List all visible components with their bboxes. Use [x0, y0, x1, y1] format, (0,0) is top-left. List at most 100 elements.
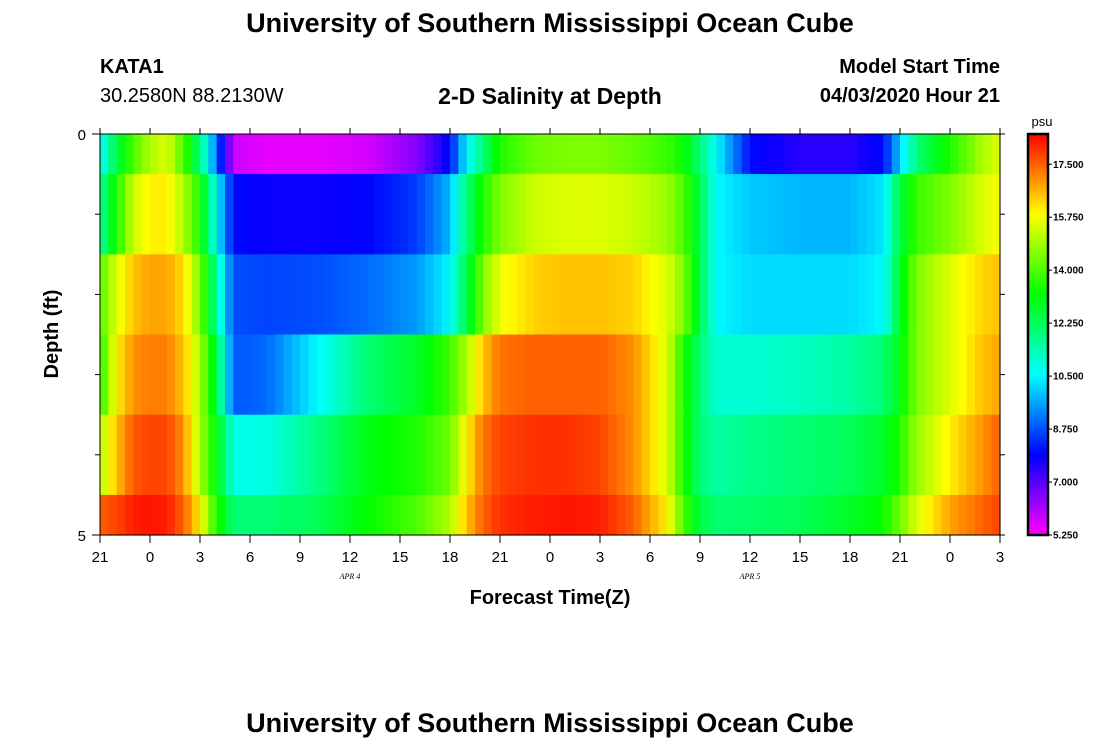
heatmap-cell: [158, 174, 168, 255]
x-tick-label: 21: [92, 549, 109, 566]
heatmap-cell: [275, 134, 284, 175]
heatmap-cell: [950, 134, 959, 175]
heatmap-cell: [966, 254, 976, 336]
heatmap-cell: [883, 174, 893, 255]
heatmap-cell: [625, 334, 634, 416]
heatmap-cell: [383, 174, 393, 255]
heatmap-cell: [216, 334, 226, 416]
colorbar-segment: [1028, 397, 1048, 402]
colorbar-segment: [1028, 250, 1048, 255]
heatmap-cell: [233, 414, 243, 496]
heatmap-cell: [516, 494, 526, 536]
colorbar-segment: [1028, 501, 1048, 506]
heatmap-cell: [966, 414, 976, 496]
heatmap-cell: [775, 174, 784, 255]
heatmap-cell: [716, 254, 726, 336]
heatmap-cell: [758, 494, 768, 536]
heatmap-cell: [900, 334, 909, 416]
heatmap-cell: [883, 414, 893, 496]
colorbar-segment: [1028, 371, 1048, 376]
heatmap-cell: [350, 254, 359, 336]
heatmap-cell: [375, 174, 384, 255]
heatmap-cell: [508, 174, 518, 255]
heatmap-cell: [558, 134, 568, 175]
colorbar-segment: [1028, 147, 1048, 152]
heatmap-cell: [475, 174, 484, 255]
colorbar-segment: [1028, 524, 1048, 529]
heatmap-cell: [266, 414, 276, 496]
heatmap-cell: [691, 174, 701, 255]
heatmap-cell: [916, 174, 926, 255]
heatmap-cell: [541, 134, 551, 175]
heatmap-cell: [591, 334, 601, 416]
heatmap-cell: [625, 174, 634, 255]
heatmap-cell: [725, 494, 734, 536]
colorbar-segment: [1028, 230, 1048, 235]
heatmap-cell: [716, 414, 726, 496]
heatmap-cell: [383, 254, 393, 336]
heatmap-cell: [516, 334, 526, 416]
heatmap-cell: [508, 494, 518, 536]
heatmap-cell: [525, 134, 534, 175]
heatmap-cell: [791, 134, 801, 175]
colorbar-segment: [1028, 187, 1048, 192]
colorbar-segment: [1028, 271, 1048, 275]
heatmap-cell: [300, 414, 309, 496]
heatmap-cell: [141, 134, 151, 175]
colorbar-segment: [1028, 494, 1048, 499]
heatmap-cell: [166, 494, 176, 536]
colorbar-segment: [1028, 177, 1048, 182]
heatmap-cell: [800, 414, 809, 496]
heatmap-cell: [725, 134, 734, 175]
heatmap-cell: [250, 334, 259, 416]
heatmap-cell: [475, 334, 484, 416]
heatmap-cell: [708, 174, 718, 255]
heatmap-cell: [816, 134, 826, 175]
heatmap-cell: [833, 494, 843, 536]
heatmap-cell: [266, 334, 276, 416]
heatmap-cell: [766, 414, 776, 496]
heatmap-cell: [316, 334, 326, 416]
heatmap-cell: [608, 414, 618, 496]
station-coordinates: 30.2580N 88.2130W: [100, 85, 284, 107]
heatmap-cell: [683, 414, 693, 496]
heatmap-cell: [116, 334, 126, 416]
heatmap-cell: [525, 494, 534, 536]
heatmap-cell: [483, 334, 493, 416]
heatmap-cell: [600, 494, 609, 536]
colorbar-segment: [1028, 294, 1048, 299]
heatmap-cell: [858, 494, 868, 536]
heatmap-cell: [400, 174, 409, 255]
heatmap-cell: [925, 254, 934, 336]
heatmap-cell: [716, 334, 726, 416]
heatmap-cell: [658, 334, 668, 416]
colorbar-tick-label: 10.500: [1053, 372, 1084, 383]
heatmap-cell: [208, 334, 218, 416]
heatmap-cell: [983, 414, 993, 496]
colorbar-segment: [1028, 428, 1048, 433]
colorbar-segment: [1028, 518, 1048, 523]
heatmap-cell: [841, 414, 851, 496]
heatmap-cell: [591, 254, 601, 336]
colorbar-segment: [1028, 244, 1048, 249]
colorbar-tick-label: 17.500: [1053, 160, 1084, 171]
heatmap-cell: [491, 414, 501, 496]
heatmap-cell: [516, 174, 526, 255]
colorbar-segment: [1028, 448, 1048, 453]
heatmap-cell: [216, 134, 226, 175]
colorbar-segment: [1028, 277, 1048, 282]
heatmap-cell: [608, 494, 618, 536]
heatmap-cell: [400, 334, 409, 416]
heatmap-cell: [541, 254, 551, 336]
heatmap-cell: [533, 334, 543, 416]
heatmap-cell: [900, 174, 909, 255]
heatmap-cell: [200, 174, 209, 255]
heatmap-cell: [483, 134, 493, 175]
heatmap-cell: [450, 254, 459, 336]
heatmap-cell: [575, 254, 584, 336]
heatmap-cell: [608, 254, 618, 336]
heatmap-cell: [508, 134, 518, 175]
heatmap-cell: [791, 334, 801, 416]
colorbar-segment: [1028, 210, 1048, 215]
heatmap-cell: [750, 134, 759, 175]
